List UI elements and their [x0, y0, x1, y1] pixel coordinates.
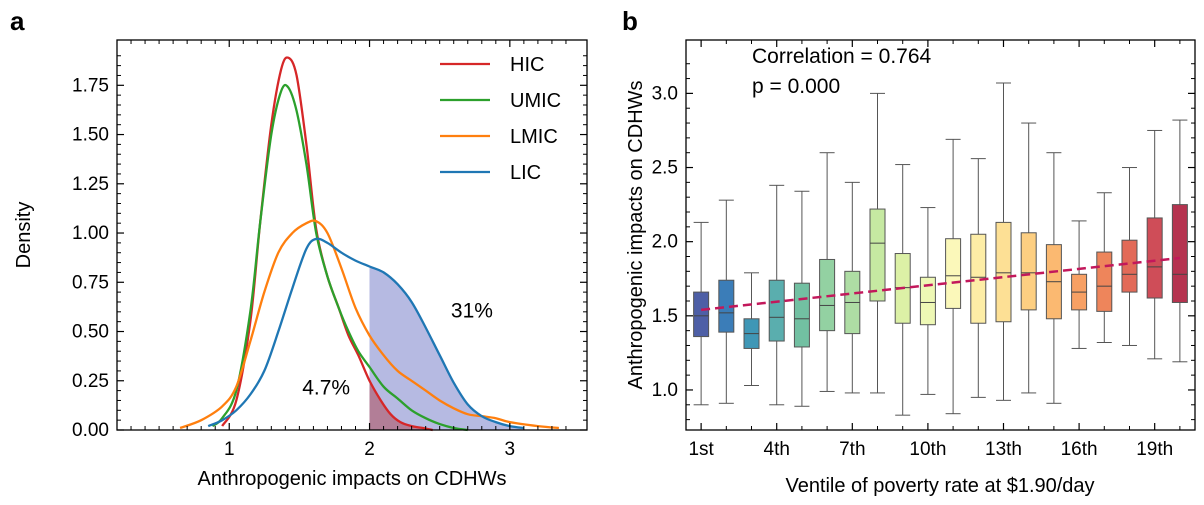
- legend-label-lic: LIC: [510, 162, 541, 184]
- trend-line: [700, 256, 1181, 312]
- box-body: [693, 291, 710, 338]
- y-tick-label: 0.75: [72, 272, 109, 293]
- box-plots: [693, 82, 1188, 416]
- panel-a-density-chart: 1 2 3 0.00 0.25 0.50 0.75 1.00 1.25 1.50 1.75 HIC U…: [13, 39, 588, 490]
- y-tick-label: 2.5: [652, 158, 678, 179]
- panel-b-frame: [685, 39, 1196, 431]
- x-tick-label: 10th: [909, 439, 946, 460]
- box-18: [1121, 167, 1138, 346]
- y-tick-label: 0.50: [72, 322, 109, 343]
- box-6: [819, 152, 836, 392]
- x-tick-label: 19th: [1136, 439, 1173, 460]
- box-13: [995, 82, 1012, 401]
- correlation-annotation: Correlation = 0.764: [752, 45, 932, 68]
- y-tick-label: 3.0: [652, 83, 678, 104]
- box-11: [945, 138, 962, 415]
- box-4: [768, 184, 785, 406]
- x-tick-label: 3: [505, 439, 516, 460]
- x-tick-label: 1st: [688, 439, 714, 460]
- box-3: [743, 272, 760, 387]
- panel-b-box-chart: 1st 4th 7th 10th 13th 16th 19th 1.0 1.5 2.0 2.5 3.0…: [625, 39, 1196, 497]
- y-tick-label: 2.0: [652, 232, 678, 253]
- panel-a-ticks: 1 2 3 0.00 0.25 0.50 0.75 1.00 1.25 1.50 1.75: [72, 40, 587, 460]
- box-body: [1171, 204, 1188, 303]
- panel-b-y-axis-label: Anthropogenic impacts on CDHWs: [625, 80, 647, 389]
- panel-b-ticks: 1st 4th 7th 10th 13th 16th 19th 1.0 1.5 2.0 2.5 3.0: [652, 40, 1195, 460]
- panel-a-x-axis-label: Anthropogenic impacts on CDHWs: [197, 468, 506, 490]
- box-body: [945, 238, 962, 309]
- panel-a-letter: a: [10, 6, 25, 36]
- box-body: [793, 282, 810, 348]
- x-tick-label: 4th: [764, 439, 790, 460]
- box-8: [869, 92, 886, 394]
- box-14: [1020, 122, 1037, 394]
- panel-a-frame: [116, 39, 588, 431]
- p-value-annotation: p = 0.000: [752, 75, 840, 98]
- shaded-area-group: [369, 266, 524, 430]
- annotation-hic-share: 4.7%: [302, 377, 350, 400]
- panel-b-x-axis-label: Ventile of poverty rate at $1.90/day: [785, 475, 1094, 497]
- x-tick-label: 1: [224, 439, 235, 460]
- box-body: [1096, 251, 1113, 312]
- y-tick-label: 1.0: [652, 380, 678, 401]
- panel-b-letter: b: [622, 6, 638, 36]
- box-1: [693, 221, 710, 406]
- box-16: [1071, 220, 1088, 349]
- x-tick-label: 13th: [985, 439, 1022, 460]
- box-19: [1146, 129, 1163, 360]
- box-2: [718, 199, 735, 404]
- x-tick-label: 7th: [839, 439, 865, 460]
- density-line-umic: [211, 83, 468, 432]
- box-body: [995, 221, 1012, 323]
- density-lines: [179, 56, 559, 432]
- x-tick-label: 2: [364, 439, 375, 460]
- legend-label-hic: HIC: [510, 54, 544, 76]
- legend-label-lmic: LMIC: [510, 126, 558, 148]
- legend-label-umic: UMIC: [510, 90, 561, 112]
- box-body: [919, 276, 936, 326]
- box-body: [1146, 217, 1163, 299]
- panel-a-y-axis-label: Density: [13, 202, 35, 269]
- y-tick-label: 1.5: [652, 306, 678, 327]
- y-tick-label: 1.75: [72, 75, 109, 96]
- lic-tail-area: [369, 266, 524, 430]
- legend: HIC UMIC LMIC LIC: [440, 54, 561, 184]
- y-tick-label: 0.00: [72, 420, 109, 441]
- box-body: [768, 279, 785, 342]
- box-9: [894, 164, 911, 416]
- hic-tail-area: [369, 380, 433, 430]
- box-7: [844, 181, 861, 394]
- y-tick-label: 0.25: [72, 371, 109, 392]
- box-body: [869, 208, 886, 302]
- box-12: [970, 158, 987, 398]
- box-10: [919, 207, 936, 395]
- annotation-lic-share: 31%: [451, 300, 493, 323]
- y-tick-label: 1.25: [72, 174, 109, 195]
- box-20: [1171, 119, 1188, 363]
- box-body: [1020, 232, 1037, 311]
- box-body: [1121, 239, 1138, 293]
- box-15: [1045, 152, 1062, 404]
- y-tick-label: 1.50: [72, 125, 109, 146]
- density-line-lic: [207, 237, 525, 430]
- x-tick-label: 16th: [1061, 439, 1098, 460]
- y-tick-label: 1.00: [72, 223, 109, 244]
